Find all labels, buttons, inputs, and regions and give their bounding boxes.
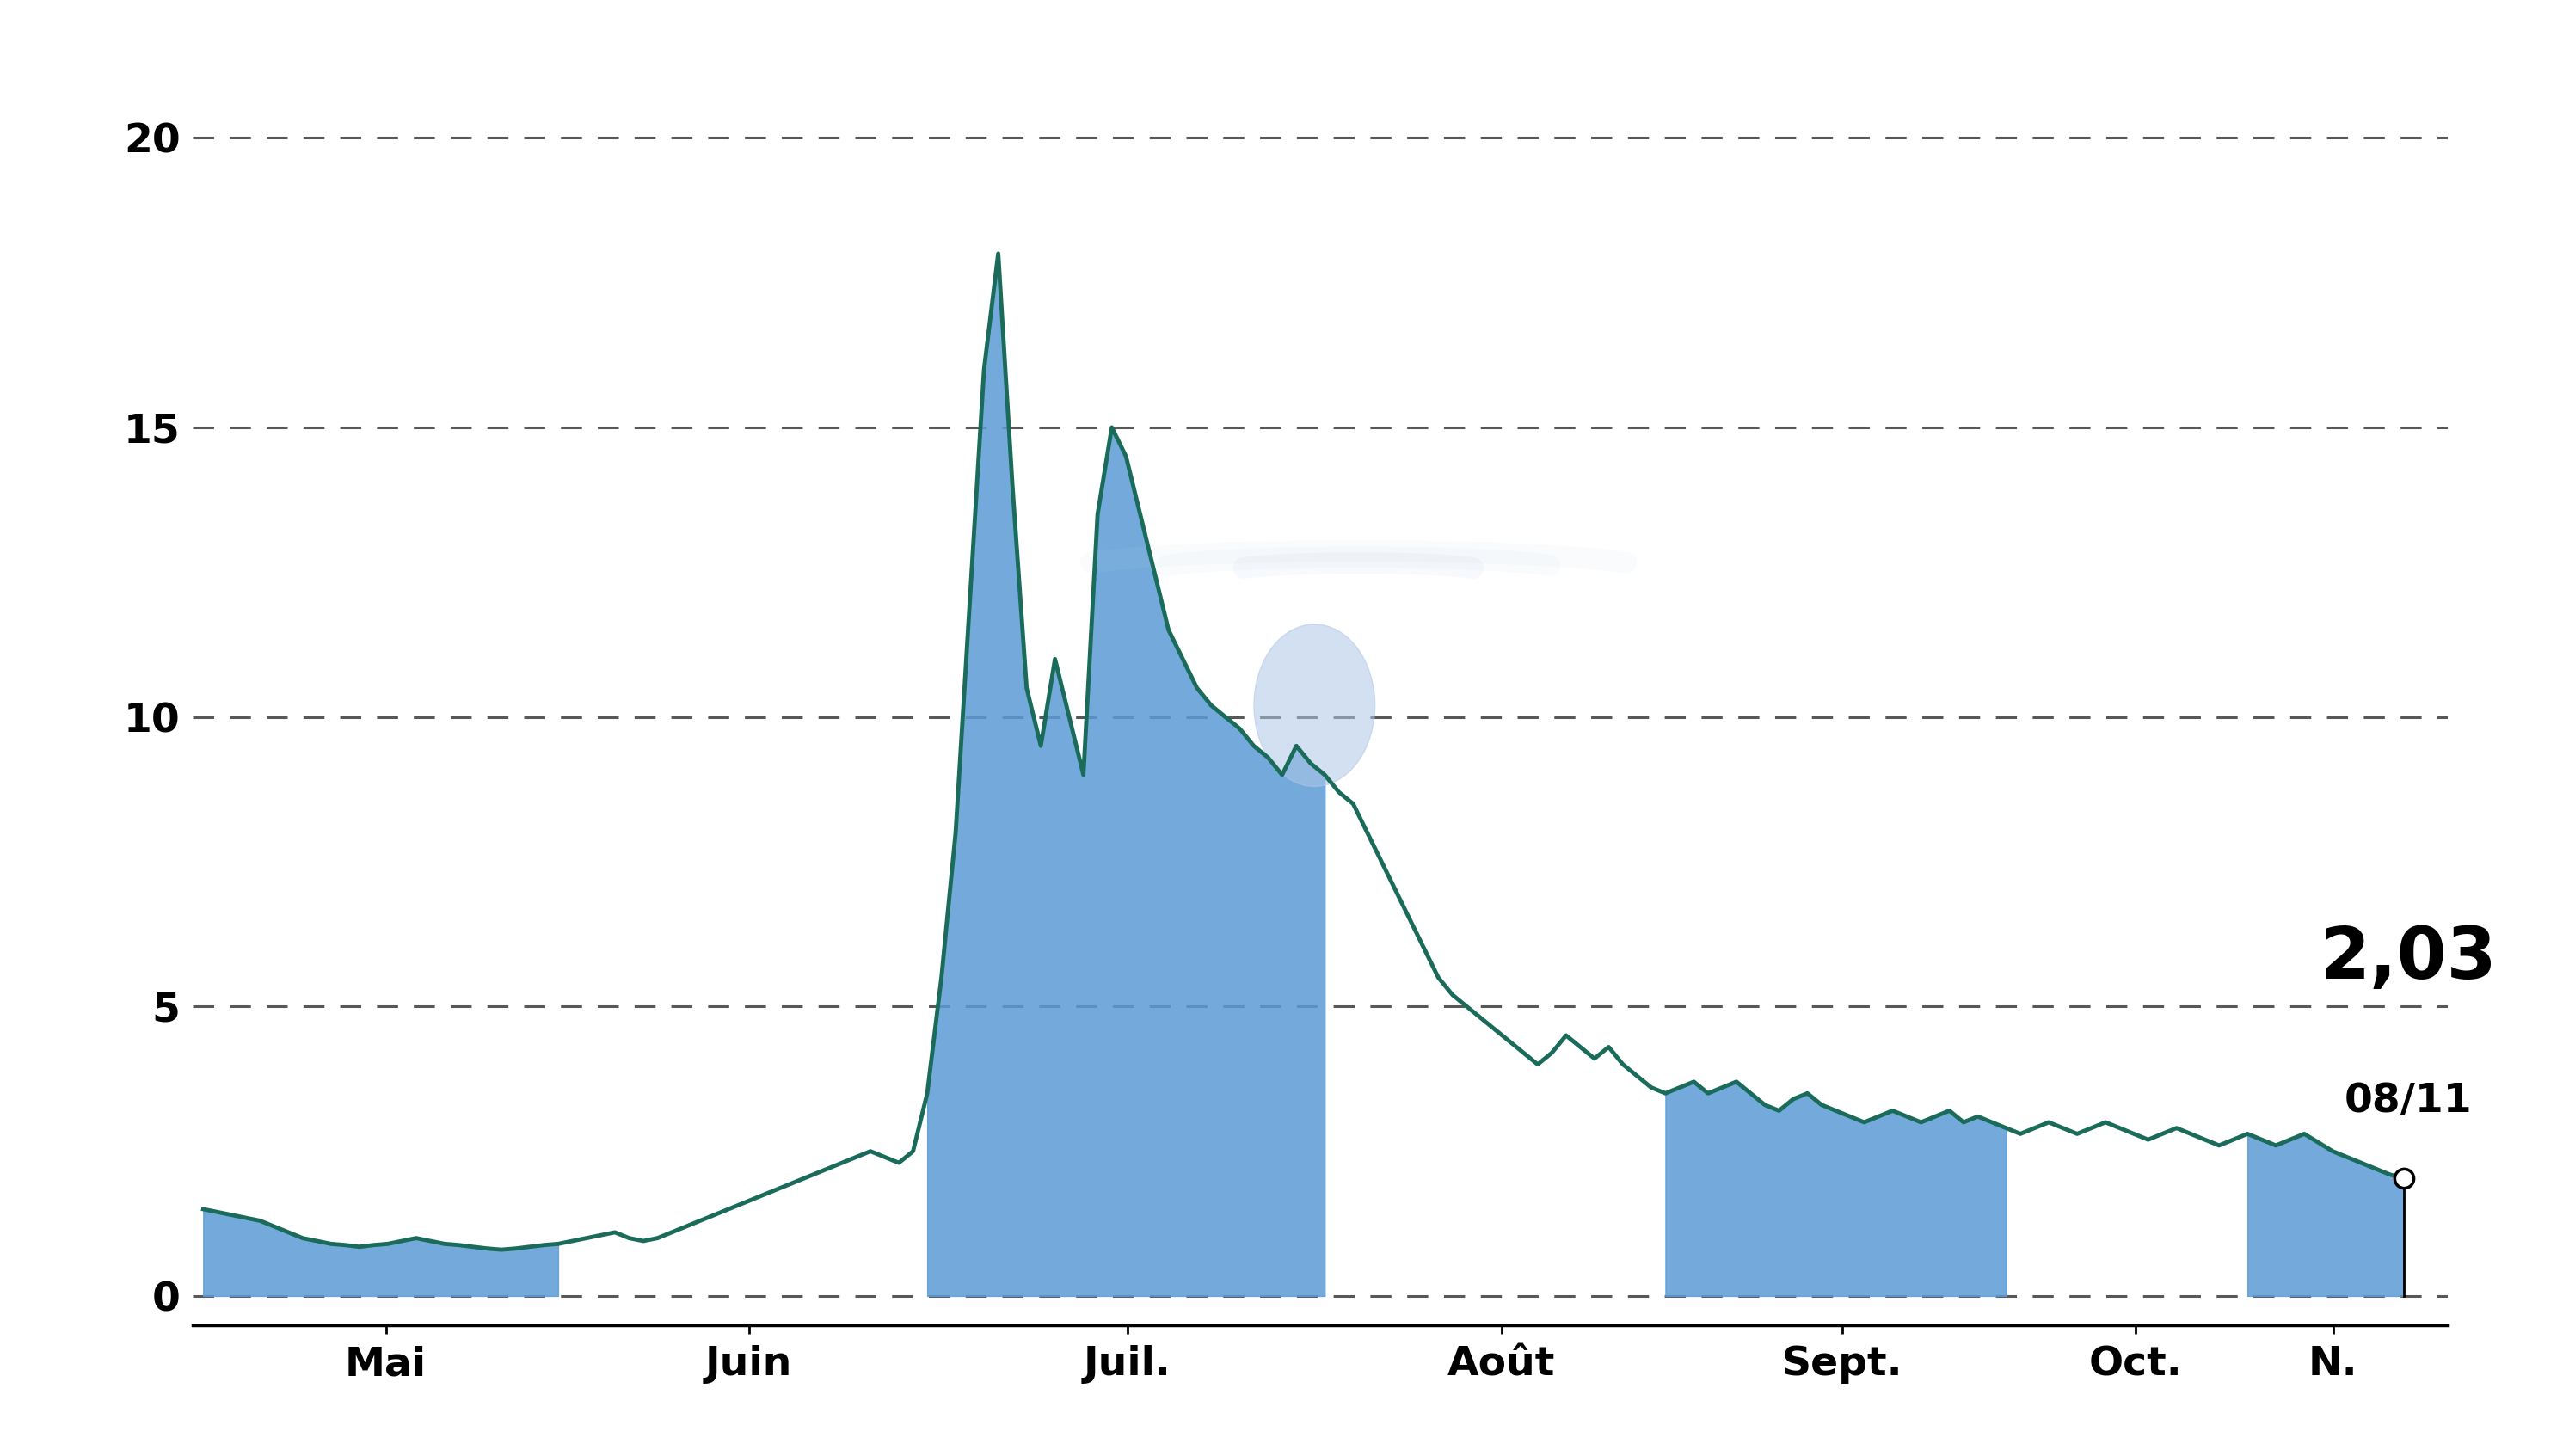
Text: 08/11: 08/11: [2345, 1082, 2471, 1121]
Ellipse shape: [1253, 625, 1374, 786]
Text: 2,03: 2,03: [2320, 923, 2496, 993]
Text: Zapp Electric Vehicles Group Limited: Zapp Electric Vehicles Group Limited: [464, 29, 2099, 106]
